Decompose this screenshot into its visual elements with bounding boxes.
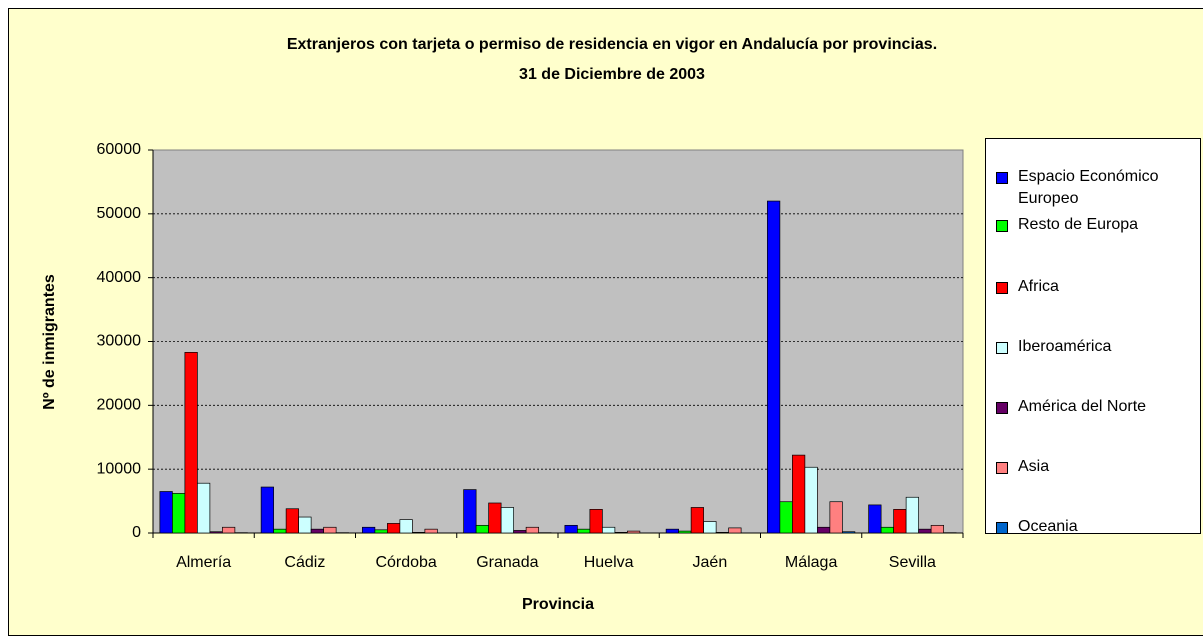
legend-item: Resto de Europa: [996, 214, 1196, 236]
y-tick-label: 0: [132, 524, 141, 541]
bar: [690, 507, 704, 534]
chart-title: Extranjeros con tarjeta o permiso de res…: [287, 36, 937, 53]
bar: [362, 526, 376, 534]
bar: [488, 502, 502, 534]
bar: [614, 532, 628, 534]
legend-swatch: [996, 172, 1008, 184]
bar: [525, 526, 539, 534]
bar: [678, 530, 692, 534]
legend-label: América del Norte: [1018, 398, 1147, 415]
x-tick-label: Córdoba: [375, 554, 436, 571]
bar: [703, 521, 717, 534]
x-tick-label: Almería: [176, 554, 231, 571]
bar: [589, 509, 603, 534]
legend-swatch: [996, 342, 1008, 354]
legend-swatch: [996, 282, 1008, 294]
bar: [197, 482, 211, 534]
bar: [868, 504, 882, 534]
bar: [500, 507, 514, 534]
bar: [184, 352, 198, 534]
legend-item: Iberoamérica: [996, 336, 1196, 358]
y-tick-label: 20000: [97, 397, 142, 414]
y-tick-label: 60000: [97, 141, 142, 158]
bar: [222, 526, 236, 534]
x-tick-label: Cádiz: [284, 554, 325, 571]
legend-item: América del Norte: [996, 396, 1196, 418]
legend-label: Iberoamérica: [1018, 338, 1112, 355]
bar: [285, 508, 299, 534]
y-tick-label: 30000: [97, 333, 142, 350]
legend-item: Africa: [996, 276, 1196, 298]
bar: [513, 530, 527, 534]
legend-swatch: [996, 462, 1008, 474]
bar: [715, 532, 729, 534]
bar: [564, 524, 578, 534]
bar: [905, 496, 919, 534]
x-tick-label: Sevilla: [889, 554, 936, 571]
legend: Espacio Económico Europeo Resto de Europa…: [985, 138, 1201, 535]
bar: [209, 531, 223, 534]
bar: [310, 528, 324, 534]
legend-label: Espacio Económico Europeo: [1018, 168, 1159, 207]
y-tick-label: 50000: [97, 205, 142, 222]
bar: [374, 529, 388, 534]
bar: [424, 528, 438, 534]
bar: [804, 466, 818, 534]
bar: [463, 489, 477, 534]
bar: [767, 200, 781, 534]
legend-item: Oceania: [996, 516, 1196, 538]
bar: [627, 530, 641, 534]
bar: [930, 524, 944, 534]
legend-swatch: [996, 402, 1008, 414]
legend-label: Resto de Europa: [1018, 216, 1139, 233]
legend-item: Asia: [996, 456, 1196, 478]
x-tick-label: Granada: [476, 554, 538, 571]
bar: [387, 523, 401, 534]
bar: [665, 528, 679, 534]
bar: [412, 532, 426, 534]
y-axis-label: Nº de inmigrantes: [41, 274, 58, 410]
x-tick-label: Málaga: [785, 554, 838, 571]
x-tick-label: Huelva: [584, 554, 634, 571]
x-axis-label: Provincia: [522, 596, 594, 613]
bar: [817, 526, 831, 534]
bar: [172, 493, 186, 534]
chart-subtitle: 31 de Diciembre de 2003: [519, 66, 705, 83]
legend-label: Africa: [1018, 278, 1059, 295]
bar: [577, 528, 591, 534]
bar: [880, 526, 894, 534]
bar: [298, 516, 312, 534]
bar: [475, 524, 489, 534]
bar: [728, 527, 742, 534]
legend-swatch: [996, 522, 1008, 534]
legend-label: Oceania: [1018, 518, 1078, 535]
bar: [399, 519, 413, 534]
y-tick-label: 40000: [97, 269, 142, 286]
bar: [893, 509, 907, 534]
legend-swatch: [996, 220, 1008, 232]
bar: [779, 501, 793, 534]
legend-item: Espacio Económico Europeo: [996, 166, 1196, 210]
bar: [842, 531, 856, 534]
bar: [273, 528, 287, 534]
bar: [602, 526, 616, 534]
bar: [323, 526, 337, 534]
bar: [918, 528, 932, 534]
bar: [159, 491, 173, 534]
x-tick-label: Jaén: [693, 554, 728, 571]
bar: [792, 454, 806, 534]
legend-label: Asia: [1018, 458, 1050, 475]
bar: [829, 501, 843, 534]
y-tick-label: 10000: [97, 460, 142, 477]
bar: [260, 486, 274, 534]
